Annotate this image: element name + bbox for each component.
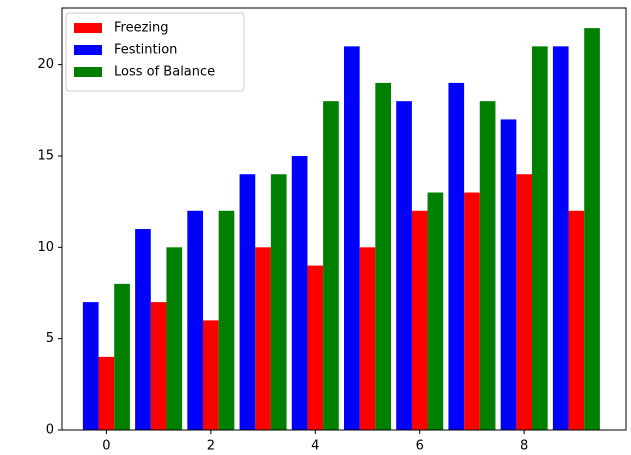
bar <box>516 174 532 430</box>
bar <box>448 82 465 430</box>
bar <box>82 302 99 430</box>
x-tick-label: 8 <box>520 439 528 454</box>
bar <box>114 283 130 430</box>
y-tick-label: 15 <box>37 148 54 163</box>
bar <box>218 210 235 430</box>
x-tick-label: 6 <box>416 439 424 454</box>
y-tick-label: 0 <box>46 423 54 438</box>
bar <box>239 174 256 430</box>
bar <box>255 247 271 430</box>
legend-label: Loss of Balance <box>114 65 215 80</box>
bar <box>568 210 585 430</box>
bar <box>344 46 360 430</box>
plot-frame <box>61 7 627 431</box>
x-tick-label: 0 <box>102 439 110 454</box>
legend-swatch <box>74 45 102 55</box>
legend-label: Freezing <box>114 21 169 36</box>
bar <box>411 210 428 430</box>
bar <box>375 82 391 430</box>
bar <box>464 192 480 430</box>
legend-label: Festintion <box>114 43 177 58</box>
y-tick-label: 5 <box>46 331 54 346</box>
bar <box>359 247 376 430</box>
bar <box>532 46 548 430</box>
bar <box>500 119 517 431</box>
bar <box>427 192 444 430</box>
legend: Freezing Festintion Loss of Balance <box>65 12 245 92</box>
bar <box>479 101 496 431</box>
bar <box>552 46 569 430</box>
bar <box>135 229 151 430</box>
legend-swatch <box>74 23 102 33</box>
bar <box>323 101 339 431</box>
bar <box>270 174 287 430</box>
y-tick-label: 20 <box>37 57 54 72</box>
bar <box>584 28 600 430</box>
bar <box>307 265 324 430</box>
bar <box>291 155 308 430</box>
bar <box>203 320 219 430</box>
bar <box>166 247 183 430</box>
x-tick-label: 4 <box>311 439 319 454</box>
bar <box>396 101 412 431</box>
legend-swatch <box>74 67 102 77</box>
y-tick-label: 10 <box>37 240 54 255</box>
x-tick-label: 2 <box>207 439 215 454</box>
bar <box>98 356 115 430</box>
legend-frame <box>65 12 245 92</box>
bar <box>187 210 203 430</box>
bar <box>150 302 167 430</box>
